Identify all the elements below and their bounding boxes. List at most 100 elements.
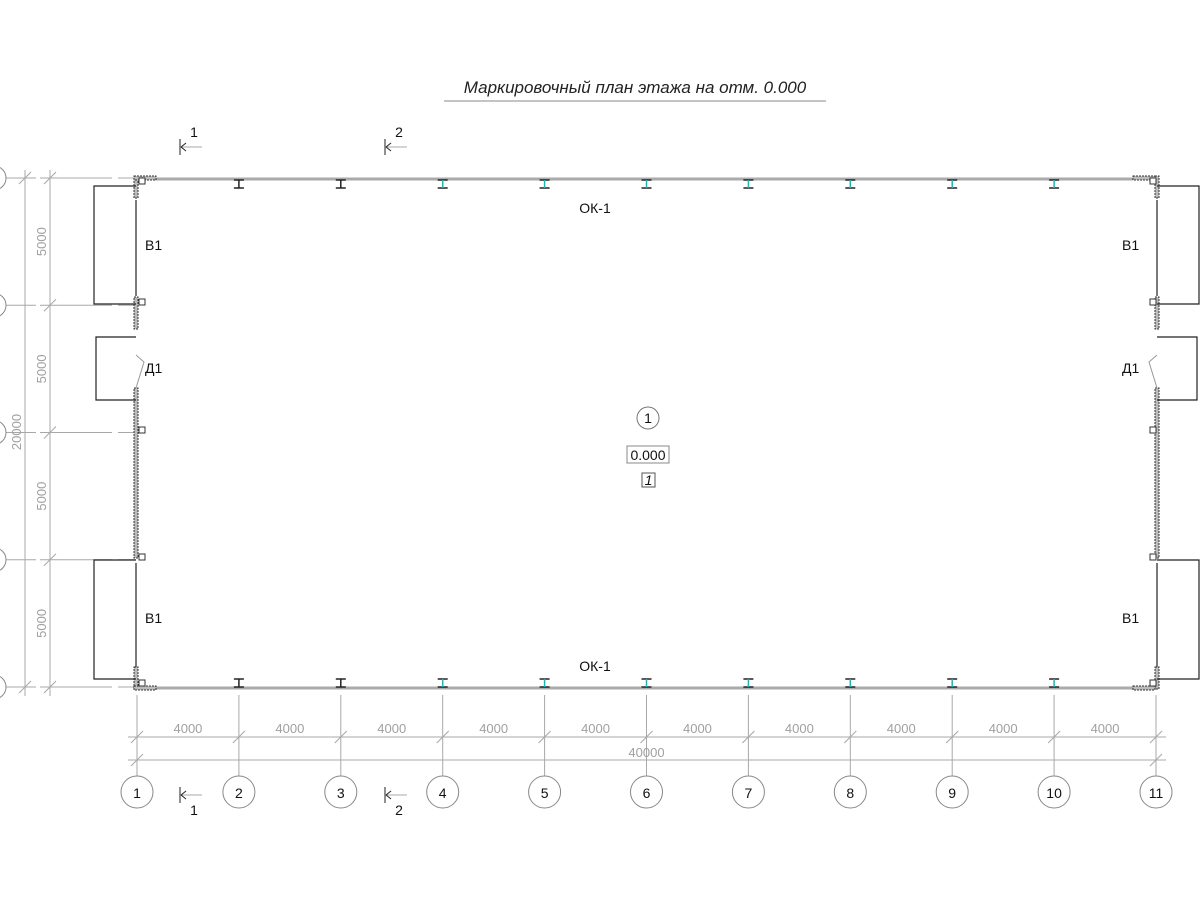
door-outline: [95, 336, 136, 401]
room-category-box: [641, 472, 656, 488]
axis-label: 8: [846, 785, 854, 801]
axis-label: 5: [541, 785, 549, 801]
axis-bubble-6: 6: [630, 775, 663, 809]
corner-wall: [133, 685, 157, 691]
column-square: [138, 177, 146, 185]
section-label: 1: [190, 802, 198, 818]
axis-bubble-7: 7: [731, 775, 765, 809]
axis-bubble-10: 10: [1037, 775, 1071, 809]
door-swing: [135, 354, 145, 389]
i-beam-column: [845, 179, 856, 189]
axis-label: 4: [439, 785, 447, 801]
axis-circle: [222, 775, 256, 809]
span-dimension-vertical: 5000: [34, 609, 49, 638]
door-label-left: Д1: [145, 360, 162, 376]
span-dimension-vertical: 5000: [34, 354, 49, 383]
section-mark-1: 1: [179, 124, 202, 155]
dimension-tick: [43, 298, 57, 312]
corner-wall: [1132, 685, 1156, 691]
gate-outline: [1157, 559, 1200, 680]
i-beam-column: [437, 179, 448, 189]
i-beam-column: [539, 179, 550, 189]
axis-bubble-vertical: [0, 548, 7, 571]
i-beam-column: [335, 179, 346, 189]
column-square: [1149, 679, 1157, 687]
dimension-tick: [232, 730, 246, 744]
axis-label: 6: [643, 785, 651, 801]
openings: [93, 185, 1200, 680]
span-dimension: 4000: [479, 721, 508, 736]
axis-bubble-9: 9: [935, 775, 969, 809]
gate-outline: [93, 559, 136, 680]
dimension-tick: [1149, 753, 1163, 767]
section-label: 2: [395, 124, 403, 140]
dimension-tick: [18, 680, 32, 694]
column-square: [138, 679, 146, 687]
axis-bubble-1: 1: [120, 775, 154, 809]
room-number: 1: [644, 410, 652, 426]
side-wall-panel: [133, 296, 139, 330]
door-outline: [1157, 336, 1198, 401]
i-beam-column: [233, 678, 244, 688]
section-mark-2: 2: [384, 124, 407, 155]
axis-circle: [630, 775, 663, 809]
axis-bubble-vertical: [0, 676, 7, 698]
door-swing: [1148, 354, 1158, 389]
axis-bubbles: 1 2 3 4 5 6 7 8 9 10 11: [120, 775, 1173, 809]
span-dimension-vertical: 5000: [34, 482, 49, 511]
side-wall-panel: [1154, 296, 1160, 330]
axis-label: 9: [948, 785, 956, 801]
span-dimension: 4000: [173, 721, 202, 736]
dimension-tick: [43, 171, 57, 185]
section-marks: 1 1 2 2: [179, 124, 407, 818]
axis-label: 10: [1046, 785, 1062, 801]
column-square: [1149, 553, 1157, 561]
axis-circle: [833, 775, 867, 809]
axis-circle: [426, 775, 460, 809]
i-beam-column: [845, 678, 856, 688]
axis-bubble-5: 5: [528, 775, 562, 809]
i-beam-column: [641, 179, 652, 189]
axis-circle: [120, 775, 154, 809]
i-beam-column: [743, 678, 754, 688]
axis-bubble-3: 3: [324, 775, 358, 809]
i-beam-column: [947, 678, 958, 688]
axis-label: 3: [337, 785, 345, 801]
column-square: [1149, 298, 1157, 306]
gate-outline: [1157, 185, 1200, 305]
dimension-tick: [843, 730, 857, 744]
room-elevation-box: [626, 445, 670, 464]
room-number-circle: [636, 406, 660, 430]
axis-circle: [1037, 775, 1071, 809]
dimension-tick: [18, 171, 32, 185]
span-dimension-vertical: 5000: [34, 227, 49, 256]
walls: [133, 175, 1160, 691]
column-square: [138, 426, 146, 434]
total-dimension: 40000: [628, 745, 664, 760]
section-arrow-head: [385, 142, 392, 152]
corner-wall: [1154, 175, 1160, 199]
span-dimension: 4000: [785, 721, 814, 736]
gate-label-left-bottom: В1: [145, 610, 162, 626]
i-beam-column: [233, 179, 244, 189]
column-square: [138, 553, 146, 561]
room-elevation: 0.000: [630, 447, 665, 463]
axis-label: 7: [745, 785, 753, 801]
axis-bubble-vertical: [0, 167, 7, 189]
dimension-lines: 4000 4000 4000 4000 4000 4000 4000 4000 4000 4000…: [0, 167, 1166, 776]
span-dimension: 4000: [377, 721, 406, 736]
axis-circle: [1139, 775, 1173, 809]
axis-bubble-8: 8: [833, 775, 867, 809]
axis-circle: [528, 775, 562, 809]
section-arrow-head: [180, 142, 187, 152]
i-beam-column: [1049, 678, 1060, 688]
column-square: [138, 298, 146, 306]
section-mark-1: 1: [179, 787, 202, 818]
dimension-tick: [43, 553, 57, 567]
span-dimension: 4000: [1091, 721, 1120, 736]
gate-label-right-top: В1: [1122, 237, 1139, 253]
drawing-title: Маркировочный план этажа на отм. 0.000: [464, 78, 807, 97]
dimension-tick: [1149, 730, 1163, 744]
i-beam-column: [437, 678, 448, 688]
